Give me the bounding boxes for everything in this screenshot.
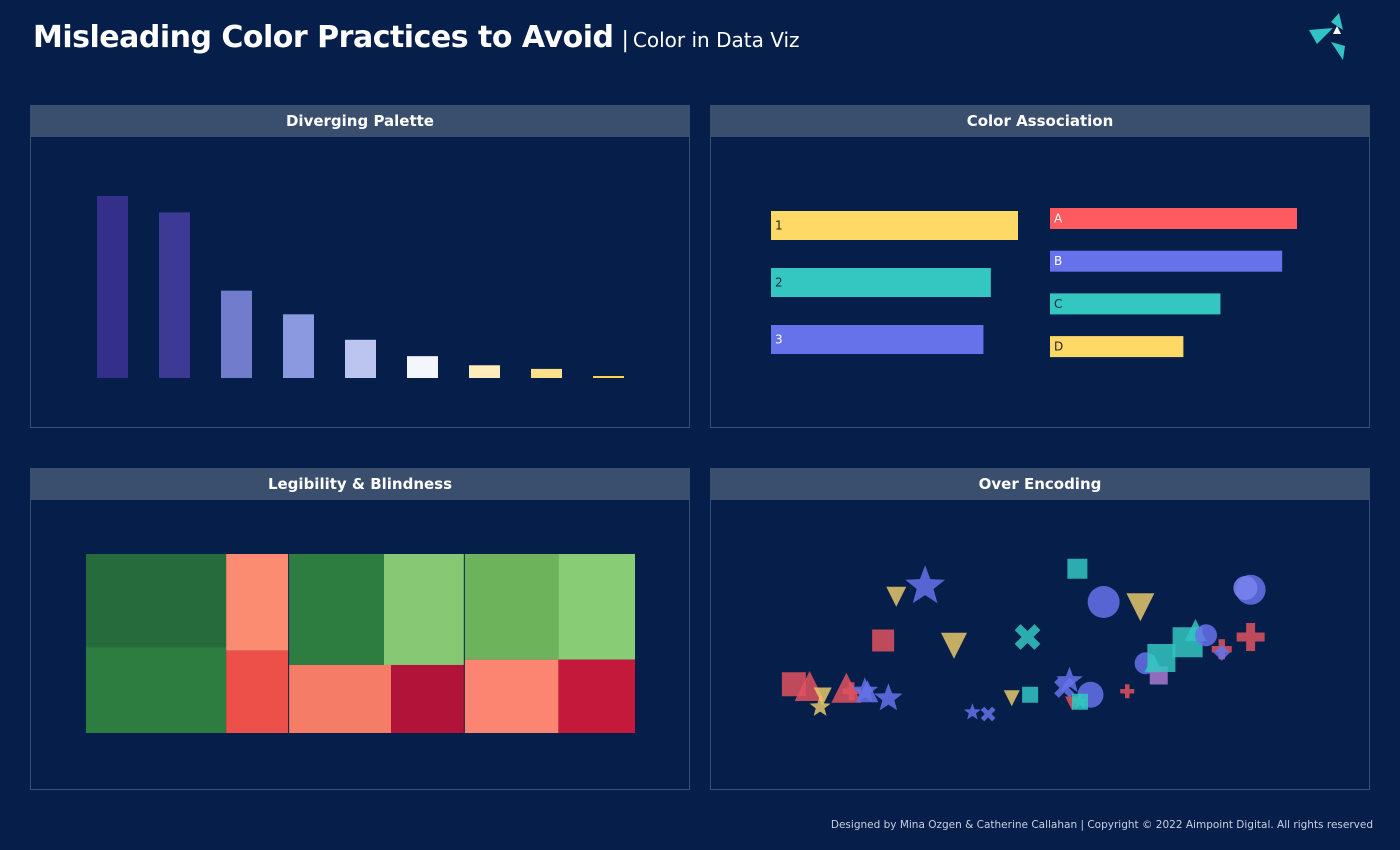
diverging-bar-chart[interactable] [31,137,689,427]
panel-title-legibility: Legibility & Blindness [31,469,689,500]
assoc-bar-label-3: 3 [775,333,783,347]
dashboard-title: Misleading Color Practices to Avoid | Colo… [33,20,800,55]
assoc-bar-label-1: 1 [775,219,783,233]
treemap-cell-3-4[interactable] [558,659,635,733]
scatter-point-triangle-down[interactable] [813,687,832,706]
treemap-cell-2-3[interactable] [289,664,392,733]
scatter-point-triangle-down[interactable] [886,586,907,607]
assoc-bar-3[interactable] [771,325,984,354]
scatter-point-square[interactable] [1147,644,1176,672]
treemap-cell-2-1[interactable] [289,554,384,665]
assoc-bar-label-D: D [1054,340,1063,354]
scatter-point-cross[interactable] [1120,684,1135,699]
panel-title-association: Color Association [711,106,1369,137]
footer-credit: Designed by Mina Ozgen & Catherine Calla… [830,819,1373,831]
treemap-cell-2-4[interactable] [391,664,465,733]
assoc-bar-2[interactable] [771,268,991,297]
assoc-bar-A[interactable] [1050,208,1297,229]
assoc-bar-1[interactable] [771,211,1018,240]
bar-9[interactable] [593,376,624,378]
color-association-bar-chart[interactable]: 1 2 3 A B C D [711,137,1369,427]
bar-7[interactable] [469,365,500,378]
scatter-point-circle[interactable] [1233,576,1258,600]
treemap-cell-2-2[interactable] [383,554,465,665]
color-association-panel: Color Association 1 2 3 A B C D [710,105,1370,428]
scatter-point-triangle[interactable] [856,680,879,703]
aimpoint-logo-icon [1309,13,1345,60]
treemap-cell-1-2[interactable] [86,647,227,733]
scatter-point-triangle-down[interactable] [1126,593,1155,622]
over-encoding-panel: Over Encoding [710,468,1370,790]
scatter-point-triangle-down[interactable] [1003,690,1020,707]
assoc-bar-label-C: C [1054,297,1062,311]
panel-title-diverging: Diverging Palette [31,106,689,137]
scatter-point-square[interactable] [1022,686,1039,703]
assoc-bar-B[interactable] [1050,250,1283,272]
title-separator: | [621,28,629,53]
treemap-cell-3-2[interactable] [558,554,635,660]
bar-6[interactable] [407,356,438,378]
legibility-treemap[interactable] [31,500,689,789]
bar-2[interactable] [159,212,190,378]
scatter-point-star[interactable] [963,703,981,720]
page-title: Misleading Color Practices to Avoid [33,20,614,55]
treemap-cell-1-3[interactable] [226,554,290,651]
bar-4[interactable] [283,314,314,378]
treemap-cell-3-3[interactable] [464,659,559,733]
scatter-point-square[interactable] [872,629,895,652]
scatter-point-circle[interactable] [1195,624,1217,647]
diverging-palette-panel: Diverging Palette [30,105,690,428]
scatter-point-star[interactable] [1071,692,1089,709]
assoc-bar-label-2: 2 [775,276,783,290]
scatter-point-square[interactable] [1067,558,1088,579]
scatter-point-cross[interactable] [842,682,861,701]
scatter-point-star[interactable] [905,565,946,604]
panel-title-overencoding: Over Encoding [711,469,1369,500]
treemap-cell-1-1[interactable] [86,554,227,648]
treemap-cell-1-4[interactable] [226,650,290,733]
assoc-bar-label-B: B [1054,254,1062,268]
assoc-bar-C[interactable] [1050,293,1221,315]
bar-5[interactable] [345,339,376,378]
scatter-point-star[interactable] [1056,666,1083,693]
scatter-point-star[interactable] [874,683,903,711]
scatter-point-triangle-down[interactable] [941,632,967,659]
scatter-point-x[interactable] [1008,617,1048,657]
treemap-cell-3-1[interactable] [464,554,559,660]
over-encoding-scatter[interactable] [711,500,1369,789]
scatter-point-circle[interactable] [1087,586,1120,618]
bar-1[interactable] [97,196,128,378]
bar-8[interactable] [531,368,562,378]
assoc-bar-D[interactable] [1050,336,1184,358]
bar-3[interactable] [221,290,252,378]
scatter-point-star[interactable] [809,696,831,716]
legibility-panel: Legibility & Blindness [30,468,690,790]
scatter-point-x[interactable] [977,703,1000,726]
scatter-point-diamond[interactable] [1213,644,1230,661]
assoc-bar-label-A: A [1054,212,1063,226]
scatter-point-cross[interactable] [1236,623,1265,651]
page-subtitle: Color in Data Viz [632,28,800,52]
